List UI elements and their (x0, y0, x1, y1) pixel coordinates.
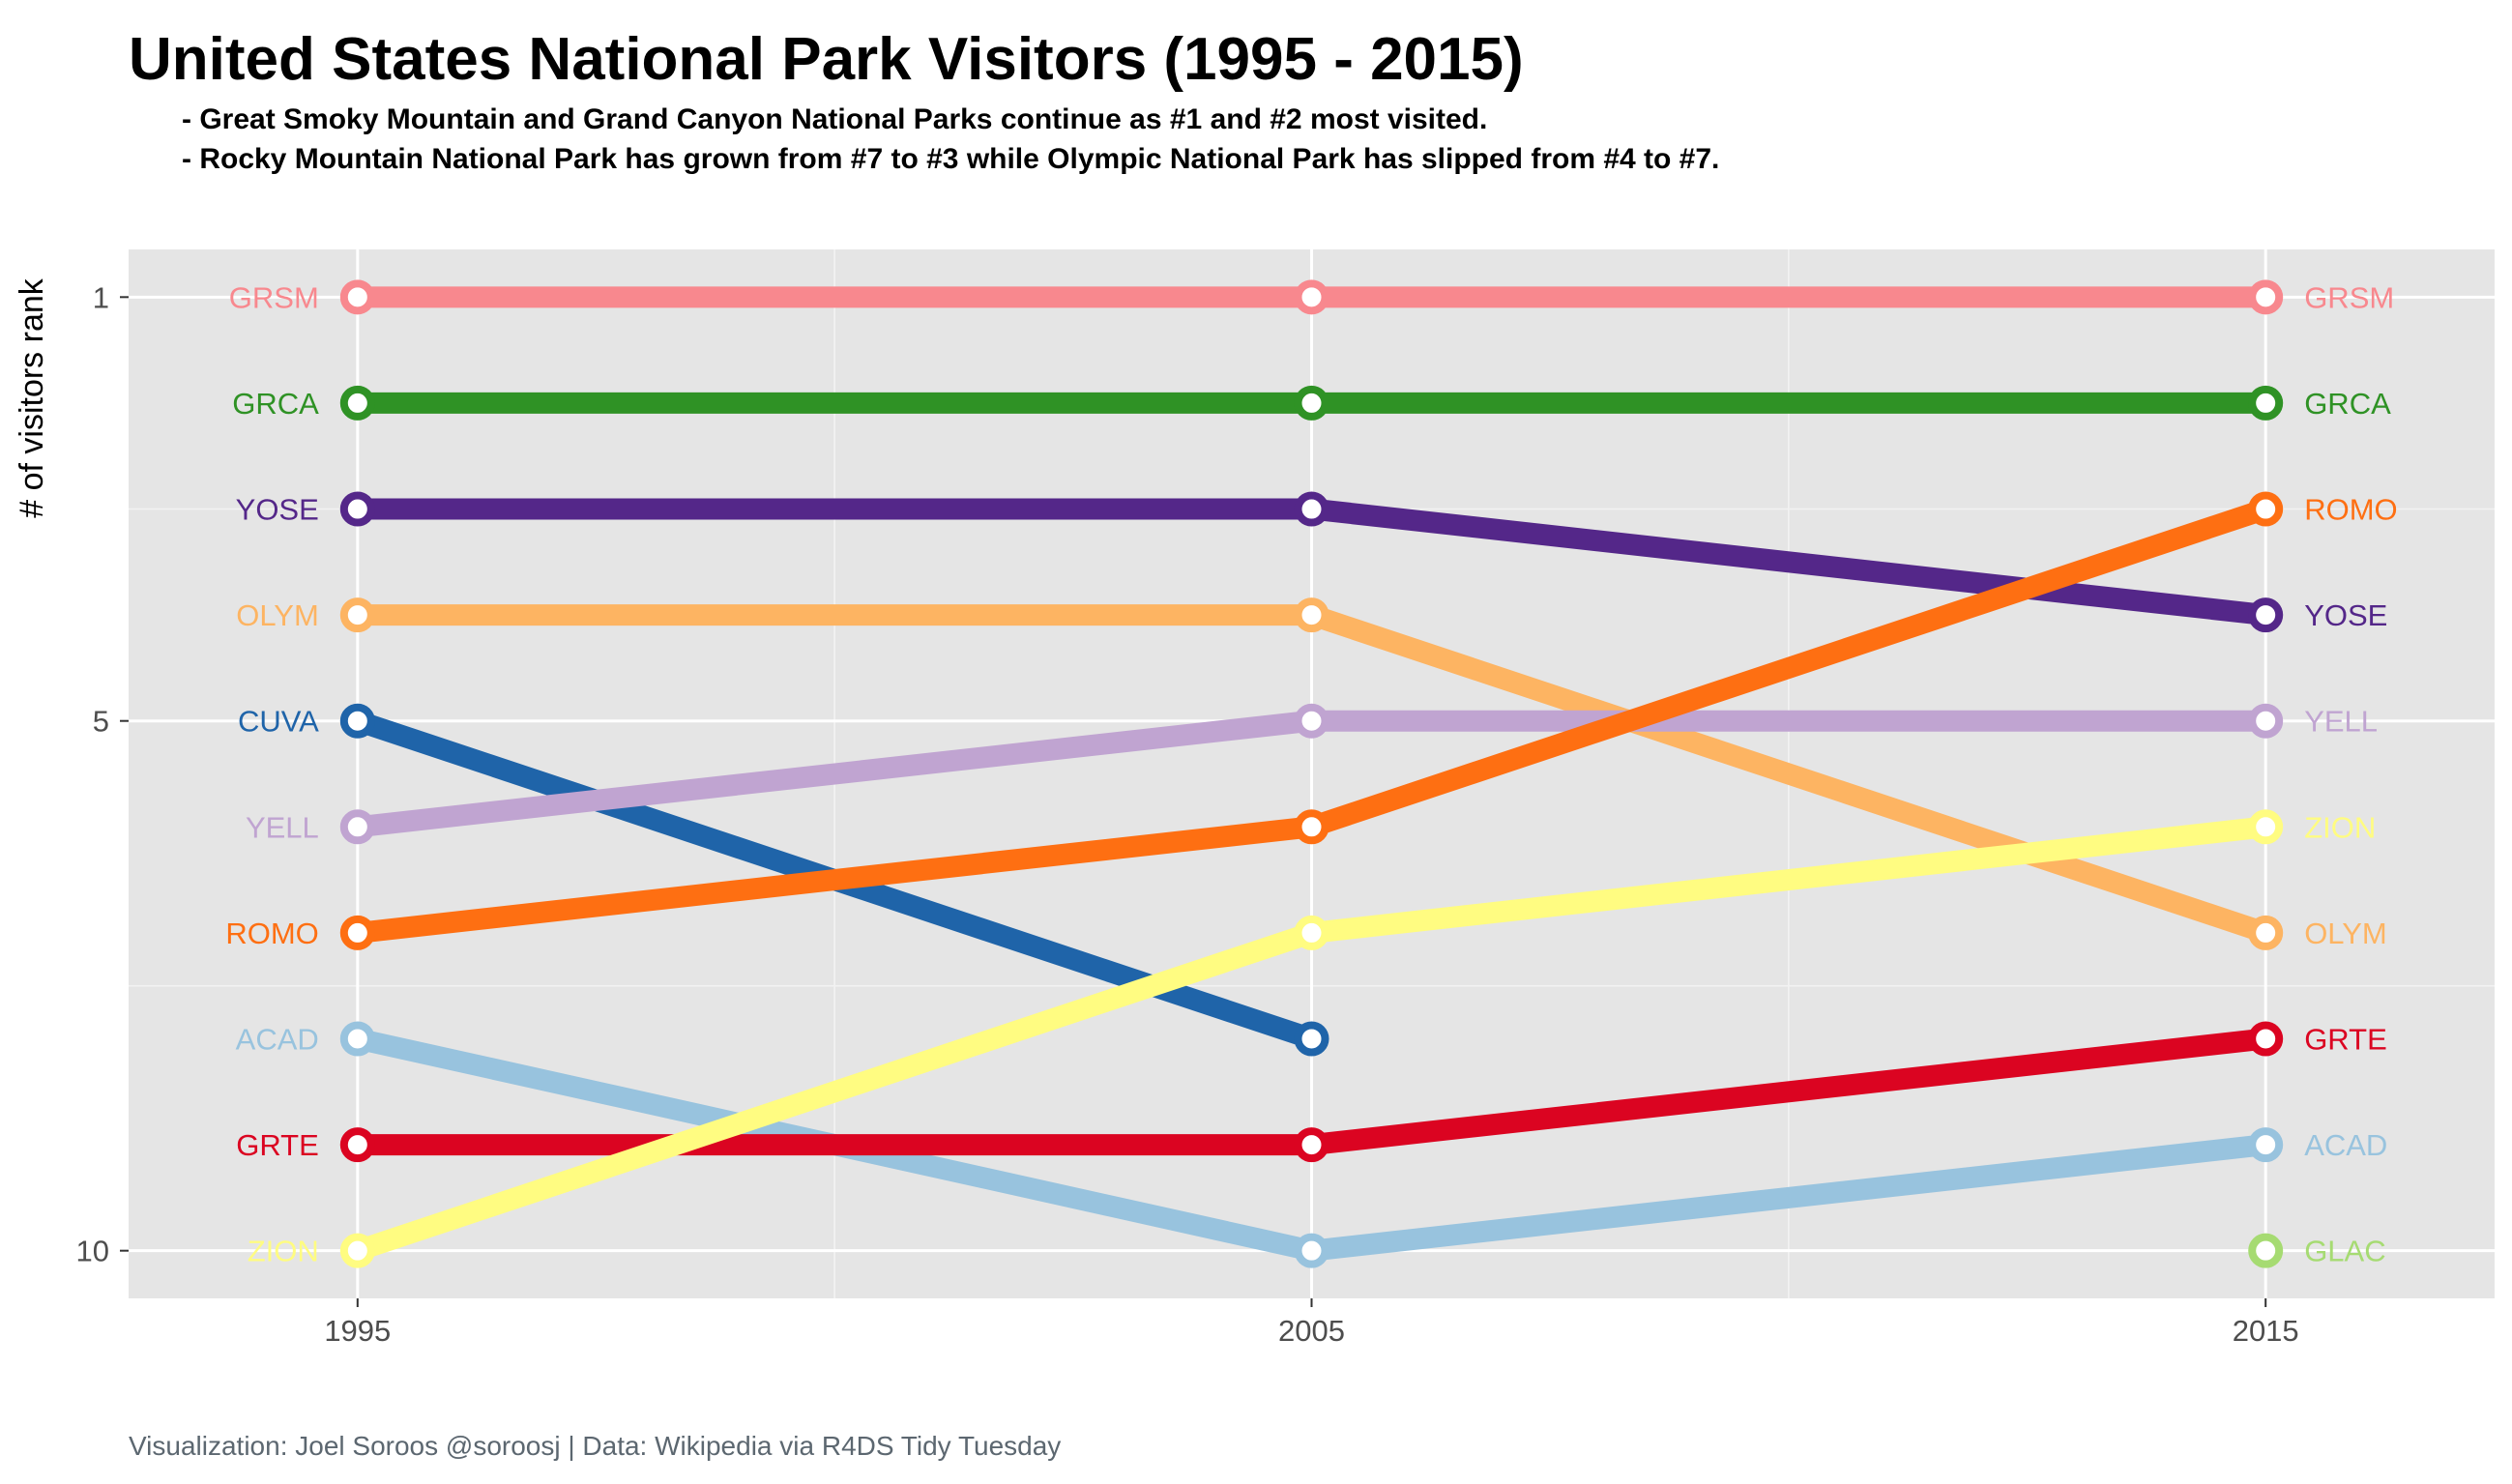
data-point-romo-1995 (339, 915, 375, 950)
data-point-acad-2015 (2248, 1127, 2284, 1163)
series-label-left-grca: GRCA (232, 387, 319, 421)
y-tick-label: 5 (93, 705, 109, 739)
series-label-left-cuva: CUVA (238, 705, 319, 739)
x-tick-label: 2005 (1278, 1314, 1345, 1348)
data-point-yose-2005 (1294, 491, 1329, 527)
caption: Visualization: Joel Soroos @soroosj | Da… (129, 1431, 1062, 1461)
data-point-romo-2005 (1294, 809, 1329, 845)
series-label-left-acad: ACAD (236, 1022, 319, 1056)
data-point-cuva-1995 (339, 703, 375, 739)
data-point-glac-2015 (2248, 1233, 2284, 1268)
data-point-grsm-1995 (339, 279, 375, 315)
series-label-left-yell: YELL (246, 810, 319, 844)
subtitle-line-1: - Great Smoky Mountain and Grand Canyon … (182, 103, 1488, 135)
data-point-zion-2005 (1294, 915, 1329, 950)
series-label-right-romo: ROMO (2304, 493, 2397, 527)
series-label-left-olym: OLYM (236, 598, 319, 632)
series-label-left-yose: YOSE (236, 493, 319, 527)
data-point-olym-2015 (2248, 915, 2284, 950)
data-point-acad-2005 (1294, 1233, 1329, 1268)
data-point-zion-2015 (2248, 809, 2284, 845)
data-point-grte-2005 (1294, 1127, 1329, 1163)
y-axis-label: # of visitors rank (14, 277, 50, 518)
series-label-right-yose: YOSE (2304, 598, 2387, 632)
data-point-grsm-2015 (2248, 279, 2284, 315)
data-point-grca-2005 (1294, 385, 1329, 421)
left-series-labels: GRSM GRCA YOSE OLYM CUVA YELL ROMO ACAD GRTE ZION (225, 280, 319, 1267)
y-tick-label: 10 (76, 1235, 109, 1268)
x-tick-label: 2015 (2233, 1314, 2299, 1348)
series-label-right-zion: ZION (2304, 810, 2376, 844)
series-label-right-acad: ACAD (2304, 1128, 2387, 1162)
series-points (339, 279, 2284, 1268)
series-label-left-grte: GRTE (236, 1128, 319, 1162)
series-label-left-romo: ROMO (225, 917, 318, 950)
data-point-grca-1995 (339, 385, 375, 421)
chart-title: United States National Park Visitors (19… (129, 26, 1524, 93)
x-tick-label: 1995 (324, 1314, 391, 1348)
data-point-zion-1995 (339, 1233, 375, 1268)
data-point-grte-2015 (2248, 1021, 2284, 1057)
data-point-yell-1995 (339, 809, 375, 845)
series-label-right-yell: YELL (2304, 705, 2378, 739)
right-series-labels: GRSM GRCA YOSE OLYM YELL ROMO ACAD GRTE ZION GLAC (2304, 280, 2397, 1267)
data-point-cuva-2005 (1294, 1021, 1329, 1057)
series-label-right-grte: GRTE (2304, 1022, 2387, 1056)
series-label-right-olym: OLYM (2304, 917, 2387, 950)
subtitle-line-2: - Rocky Mountain National Park has grown… (182, 143, 1720, 175)
data-point-yose-2015 (2248, 597, 2284, 633)
series-label-right-grca: GRCA (2304, 387, 2391, 421)
data-point-yell-2015 (2248, 703, 2284, 739)
series-label-left-zion: ZION (248, 1235, 319, 1268)
x-axis: 1995 2005 2015 (324, 1298, 2299, 1348)
data-point-grca-2015 (2248, 385, 2284, 421)
data-point-acad-1995 (339, 1021, 375, 1057)
series-label-right-glac: GLAC (2304, 1235, 2385, 1268)
data-point-yose-1995 (339, 491, 375, 527)
data-point-grte-1995 (339, 1127, 375, 1163)
series-label-right-grsm: GRSM (2304, 280, 2394, 314)
data-point-romo-2015 (2248, 491, 2284, 527)
data-point-grsm-2005 (1294, 279, 1329, 315)
series-label-left-grsm: GRSM (229, 280, 319, 314)
y-tick-label: 1 (93, 280, 109, 314)
data-point-olym-2005 (1294, 597, 1329, 633)
data-point-yell-2005 (1294, 703, 1329, 739)
data-point-olym-1995 (339, 597, 375, 633)
